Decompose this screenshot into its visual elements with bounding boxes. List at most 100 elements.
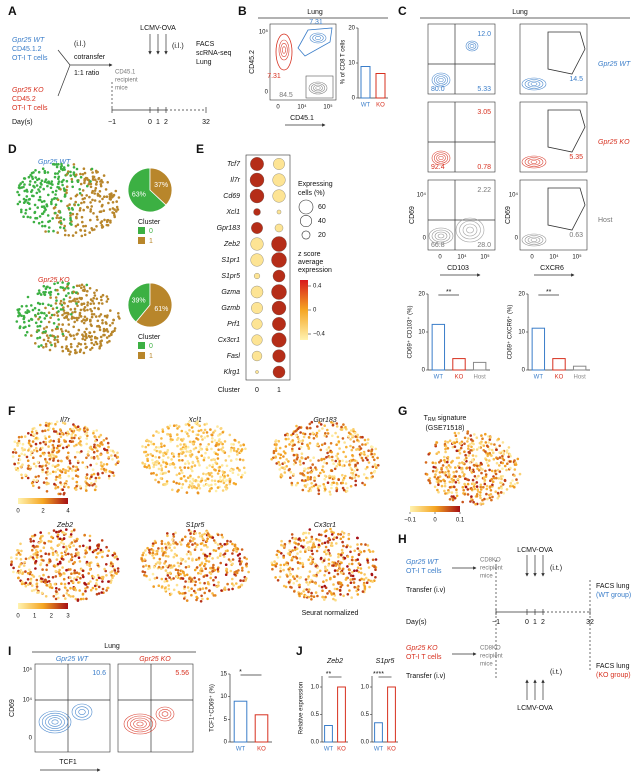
cell-dot xyxy=(58,560,62,564)
cell-dot xyxy=(55,558,59,561)
cell-dot xyxy=(183,466,187,469)
cell-dot xyxy=(286,575,289,578)
cell-dot xyxy=(44,464,48,467)
cell-dot xyxy=(182,451,185,454)
cell-dot xyxy=(152,471,155,475)
cell-dot xyxy=(312,456,316,460)
cell-dot xyxy=(365,476,368,480)
cell-dot xyxy=(101,580,104,583)
cell-dot xyxy=(155,449,159,453)
cell-dot xyxy=(144,564,148,567)
cell-dot xyxy=(36,325,39,328)
cell-dot xyxy=(106,451,109,454)
cell-dot xyxy=(82,544,85,548)
cell-dot xyxy=(105,300,109,303)
cell-dot xyxy=(113,454,117,457)
cell-dot xyxy=(176,542,179,546)
cell-dot xyxy=(70,579,73,583)
cell-dot xyxy=(486,454,490,458)
cell-dot xyxy=(56,214,59,217)
cell-dot xyxy=(496,491,500,495)
cell-dot xyxy=(57,175,61,179)
cell-dot xyxy=(28,183,32,186)
cell-dot xyxy=(30,317,33,321)
cell-dot xyxy=(86,205,89,209)
cell-dot xyxy=(54,344,57,348)
cell-dot xyxy=(61,183,64,187)
expression-dot xyxy=(272,173,286,187)
cell-dot xyxy=(65,191,68,195)
cell-dot xyxy=(237,585,241,589)
cell-dot xyxy=(217,439,221,443)
cell-dot xyxy=(86,308,89,312)
cell-dot xyxy=(446,468,449,471)
cell-dot xyxy=(37,329,41,332)
cell-dot xyxy=(69,214,72,217)
cell-dot xyxy=(102,333,105,337)
cell-dot xyxy=(492,457,496,461)
cell-dot xyxy=(94,169,98,173)
cell-dot xyxy=(278,575,282,579)
cell-dot xyxy=(466,440,469,443)
cell-dot xyxy=(88,568,92,571)
cell-dot xyxy=(73,436,76,440)
cell-dot xyxy=(339,537,343,541)
cell-dot xyxy=(335,536,339,539)
cell-dot xyxy=(173,546,176,549)
cell-dot xyxy=(34,429,38,433)
bar xyxy=(431,323,446,371)
cell-dot xyxy=(482,476,486,480)
cell-dot xyxy=(484,469,487,473)
cell-dot xyxy=(270,561,274,564)
cell-dot xyxy=(306,471,310,475)
cell-dot xyxy=(56,338,59,342)
ylabel: TCF1⁺CD69⁺ (%) xyxy=(209,684,216,732)
cell-dot xyxy=(513,485,516,489)
cell-dot xyxy=(364,576,368,580)
genes: Cd69 xyxy=(223,193,240,200)
cell-dot xyxy=(322,470,326,474)
transfer: Transfer (i.v) xyxy=(406,673,445,680)
cell-dot xyxy=(111,554,115,557)
cell-dot xyxy=(448,480,452,484)
cell-dot xyxy=(34,313,37,317)
cell-dot xyxy=(236,554,240,557)
cell-dot xyxy=(360,543,363,546)
cell-dot xyxy=(18,570,22,574)
cell-dot xyxy=(56,185,59,189)
cell-dot xyxy=(45,314,48,317)
cell-dot xyxy=(314,466,317,469)
cell-dot xyxy=(96,552,99,555)
cell-dot xyxy=(194,446,198,450)
cell-dot xyxy=(112,574,115,577)
cell-dot xyxy=(31,548,34,552)
xticks: 10⁴ xyxy=(457,254,467,261)
cell-dot xyxy=(225,464,229,468)
cell-dot xyxy=(105,437,108,440)
cell-dot xyxy=(45,325,48,329)
cell-dot xyxy=(481,498,484,502)
cell-dot xyxy=(52,446,56,450)
cell-dot xyxy=(341,478,345,482)
cell-dot xyxy=(95,180,99,184)
cell-dot xyxy=(301,561,304,565)
scale-top: 2 xyxy=(41,509,45,515)
cell-dot xyxy=(83,555,86,559)
cell-dot xyxy=(270,457,274,461)
cell-dot xyxy=(98,328,102,332)
cell-dot xyxy=(56,533,60,536)
cell-dot xyxy=(19,542,22,546)
cell-dot xyxy=(467,447,470,450)
cell-dot xyxy=(278,463,282,467)
cell-dot xyxy=(79,308,83,312)
cell-dot xyxy=(29,444,33,448)
cell-dot xyxy=(311,546,314,549)
cell-dot xyxy=(88,484,91,487)
cell-dot xyxy=(327,558,331,561)
cell-dot xyxy=(19,182,23,185)
cell-dot xyxy=(52,449,56,452)
cell-dot xyxy=(47,531,51,535)
xticks: 0 xyxy=(276,105,280,111)
cell-dot xyxy=(310,594,313,598)
cell-dot xyxy=(190,593,193,597)
